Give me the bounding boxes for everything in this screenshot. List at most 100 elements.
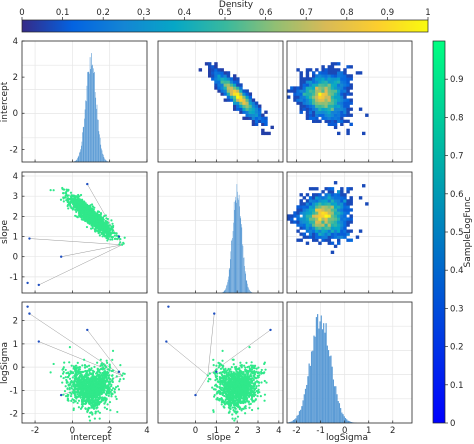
density-cell	[327, 98, 332, 102]
scatter-point	[72, 194, 75, 198]
scatter-point	[89, 215, 92, 218]
scatter-point	[103, 364, 107, 367]
scatter-point	[97, 400, 100, 403]
histogram-bar	[344, 418, 347, 423]
density-cell	[327, 202, 332, 206]
density-cell	[308, 92, 313, 96]
density-cell	[299, 220, 303, 224]
density-cell	[318, 113, 322, 117]
density-cell	[324, 238, 328, 242]
density-cell	[233, 101, 237, 105]
histogram-bar	[244, 265, 245, 293]
density-cell	[327, 199, 332, 203]
panel-frame	[157, 171, 284, 294]
density-cell	[321, 77, 325, 81]
density-cell	[236, 83, 240, 87]
density-cell	[245, 107, 249, 111]
density-cell	[293, 211, 297, 215]
scatter-point	[113, 388, 117, 391]
density-cell	[233, 107, 237, 111]
density-cell	[327, 110, 332, 114]
density-cell	[337, 241, 341, 245]
density-cell	[264, 110, 268, 114]
density-cell	[346, 217, 350, 221]
density-cell	[340, 77, 344, 81]
scatter-point	[90, 404, 93, 407]
scatter-point	[119, 364, 122, 367]
density-cell	[264, 131, 268, 136]
scatter-point	[91, 207, 94, 210]
scatter-point	[235, 382, 238, 385]
scatter-point	[72, 408, 75, 412]
density-cell	[333, 92, 338, 96]
density-cell	[214, 62, 218, 66]
scatter-point	[107, 229, 110, 233]
scatter-point	[235, 380, 239, 383]
histogram-bar	[81, 141, 83, 162]
scatter-point	[111, 378, 114, 382]
scatter-point	[79, 207, 82, 210]
density-cell	[327, 119, 332, 123]
scatter-point	[82, 358, 86, 361]
density-cell	[327, 193, 332, 197]
density-cell	[333, 214, 338, 218]
density-cell	[305, 83, 310, 87]
density-cell	[312, 110, 316, 114]
density-cell	[299, 101, 303, 105]
density-cell	[327, 68, 332, 72]
density-cell	[229, 80, 234, 84]
density-cell	[261, 131, 265, 136]
density-cell	[327, 226, 332, 230]
scatter-point	[77, 406, 80, 409]
histogram-bar	[77, 158, 78, 162]
density-colorbar-tick-label: 0.5	[218, 8, 232, 18]
scatter-point	[104, 234, 107, 237]
histogram-bar	[243, 257, 245, 293]
scatter-point	[111, 229, 114, 233]
x-tick-label: 0	[70, 426, 75, 436]
scatter-point	[253, 389, 256, 392]
scatter-point	[253, 391, 256, 394]
density-cell	[330, 214, 335, 218]
scatter-point	[81, 364, 84, 367]
histogram-bar	[74, 161, 76, 162]
scatter-point	[233, 379, 236, 383]
scatter-point	[73, 390, 76, 393]
scatter-point	[80, 402, 84, 406]
histogram-bar	[347, 420, 349, 423]
density-cell	[236, 101, 240, 105]
density-cell	[321, 92, 325, 96]
scatter-point	[103, 377, 106, 380]
density-cell	[264, 122, 268, 126]
density-cell	[220, 68, 224, 72]
scatter-point	[106, 380, 109, 383]
scatter-point	[84, 219, 87, 222]
scatter-point	[72, 365, 75, 368]
scatter-outlier-point	[213, 312, 216, 315]
density-cell	[296, 223, 300, 227]
density-cell	[236, 86, 240, 90]
density-cell	[330, 113, 335, 117]
density-cell	[302, 232, 307, 236]
density-cell	[330, 116, 335, 120]
density-cell	[340, 220, 344, 224]
histogram-bar	[297, 414, 299, 423]
density-cell	[343, 113, 347, 117]
density-cell	[223, 77, 228, 81]
scatter-point	[244, 373, 247, 376]
density-cell	[318, 202, 322, 206]
density-cell	[337, 92, 341, 96]
scatter-point	[229, 402, 232, 406]
panel-content	[287, 62, 369, 136]
scatter-point	[98, 370, 101, 374]
density-cell	[330, 104, 335, 108]
histogram-bar	[236, 184, 238, 293]
density-cell	[358, 229, 363, 233]
scatter-point	[212, 364, 215, 367]
density-cell	[299, 193, 303, 197]
scatter-point	[260, 368, 263, 372]
scatter-point	[105, 232, 109, 235]
scatter-point	[109, 238, 112, 241]
density-cell	[330, 211, 335, 215]
